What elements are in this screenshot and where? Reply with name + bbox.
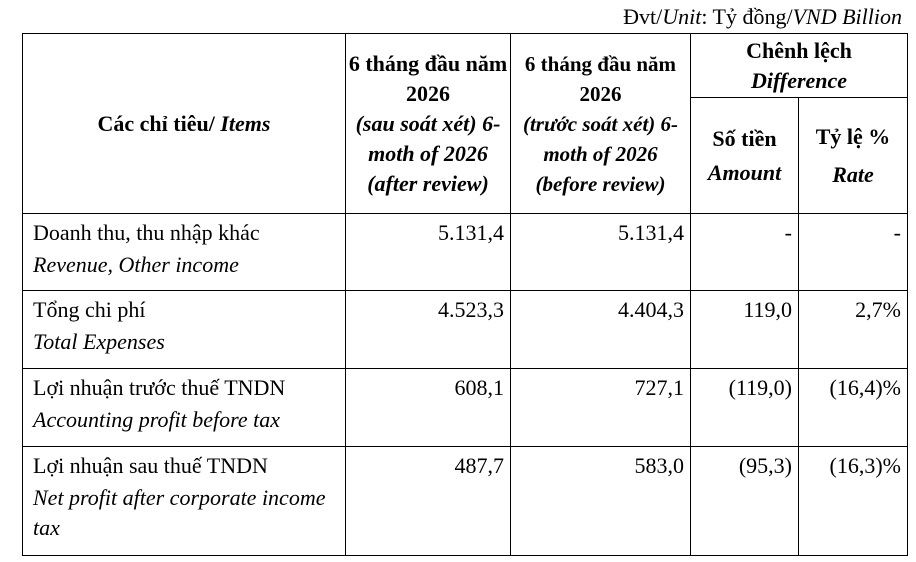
- results-table: Các chỉ tiêu/ Items 6 tháng đầu năm 2026…: [22, 33, 908, 556]
- table-row: Lợi nhuận trước thuế TNDN Accounting prof…: [22, 368, 908, 447]
- value-cell: (16,4)%: [798, 368, 908, 447]
- header-text: 6 tháng đầu năm 2026: [524, 51, 677, 106]
- label-vi: Lợi nhuận sau thuế TNDN: [33, 453, 268, 478]
- value-cell: (119,0): [690, 368, 799, 447]
- label-cell: Doanh thu, thu nhập khác Revenue, Other i…: [22, 213, 346, 291]
- value-cell: 487,7: [345, 446, 511, 556]
- header-text: (sau soát xét) 6-moth of 2026 (after rev…: [355, 110, 501, 196]
- value-cell: 4.404,3: [510, 290, 691, 369]
- header-text: Amount: [707, 159, 782, 185]
- header-text: Số tiền: [712, 125, 777, 151]
- unit-text: : Tỷ đồng/: [701, 4, 793, 29]
- unit-text: Unit: [662, 4, 702, 29]
- value-cell: 5.131,4: [510, 213, 691, 291]
- header-cell: Tỷ lệ % Rate: [798, 97, 908, 214]
- label-en: Net profit after corporate income tax: [33, 485, 326, 540]
- header-cell: Chênh lệch Difference: [690, 33, 908, 98]
- header-text: Chênh lệch: [746, 37, 852, 63]
- label-vi: Lợi nhuận trước thuế TNDN: [33, 375, 286, 400]
- label-vi: Doanh thu, thu nhập khác: [33, 220, 260, 245]
- label-cell: Tổng chi phí Total Expenses: [22, 290, 346, 369]
- value-cell: 608,1: [345, 368, 511, 447]
- label-en: Accounting profit before tax: [33, 407, 281, 432]
- table-row: Doanh thu, thu nhập khác Revenue, Other i…: [22, 213, 908, 291]
- value-cell: (16,3)%: [798, 446, 908, 556]
- header-cell: Số tiền Amount: [690, 97, 799, 214]
- value-cell: 119,0: [690, 290, 799, 369]
- header-text: Difference: [750, 67, 848, 93]
- unit-text: Đvt/: [623, 4, 663, 29]
- header-cell: Các chỉ tiêu/ Items: [22, 33, 346, 214]
- value-cell: 4.523,3: [345, 290, 511, 369]
- unit-note: Đvt/Unit: Tỷ đồng/VND Billion: [623, 4, 902, 30]
- label-vi: Tổng chi phí: [33, 297, 146, 322]
- value-cell: 5.131,4: [345, 213, 511, 291]
- header-text: Items: [220, 110, 271, 136]
- header-text: Rate: [832, 161, 874, 187]
- table-row: Lợi nhuận sau thuế TNDN Net profit after …: [22, 446, 908, 556]
- value-cell: 727,1: [510, 368, 691, 447]
- label-cell: Lợi nhuận trước thuế TNDN Accounting prof…: [22, 368, 346, 447]
- value-cell: 2,7%: [798, 290, 908, 369]
- label-en: Revenue, Other income: [33, 252, 239, 277]
- value-cell: -: [798, 213, 908, 291]
- header-text: Tỷ lệ %: [815, 123, 891, 149]
- table-body: Doanh thu, thu nhập khác Revenue, Other i…: [22, 213, 908, 556]
- header-text: 6 tháng đầu năm 2026: [348, 50, 508, 106]
- unit-text: VND Billion: [792, 4, 902, 29]
- label-en: Total Expenses: [33, 329, 165, 354]
- label-cell: Lợi nhuận sau thuế TNDN Net profit after …: [22, 446, 346, 556]
- header-text: Các chỉ tiêu/: [97, 110, 221, 136]
- header-text: (trước soát xét) 6-moth of 2026 (before …: [522, 111, 679, 196]
- value-cell: 583,0: [510, 446, 691, 556]
- header-cell: 6 tháng đầu năm 2026 (sau soát xét) 6-mot…: [345, 33, 511, 214]
- value-cell: (95,3): [690, 446, 799, 556]
- header-cell: 6 tháng đầu năm 2026 (trước soát xét) 6-m…: [510, 33, 691, 214]
- value-cell: -: [690, 213, 799, 291]
- table-row: Tổng chi phí Total Expenses 4.523,3 4.404,3…: [22, 290, 908, 369]
